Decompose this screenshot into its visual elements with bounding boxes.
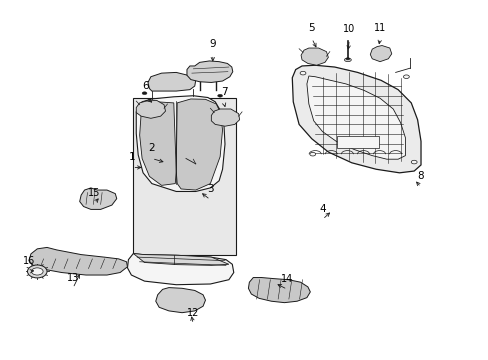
Polygon shape bbox=[369, 45, 391, 62]
Ellipse shape bbox=[344, 58, 350, 62]
Text: 16: 16 bbox=[23, 256, 35, 266]
Text: 4: 4 bbox=[319, 204, 325, 214]
Text: 10: 10 bbox=[343, 24, 355, 34]
Ellipse shape bbox=[300, 71, 305, 75]
Text: 9: 9 bbox=[209, 39, 216, 49]
Text: 11: 11 bbox=[373, 23, 386, 33]
Ellipse shape bbox=[403, 75, 408, 78]
Ellipse shape bbox=[31, 268, 43, 275]
Text: 8: 8 bbox=[417, 171, 424, 181]
Polygon shape bbox=[127, 253, 233, 285]
Polygon shape bbox=[29, 247, 127, 275]
Text: 15: 15 bbox=[88, 188, 101, 198]
Ellipse shape bbox=[142, 92, 147, 95]
Text: 13: 13 bbox=[66, 273, 79, 283]
Polygon shape bbox=[306, 76, 405, 159]
Ellipse shape bbox=[345, 58, 349, 60]
Text: 6: 6 bbox=[142, 81, 149, 91]
Polygon shape bbox=[176, 99, 222, 190]
Polygon shape bbox=[133, 253, 228, 265]
Ellipse shape bbox=[309, 152, 315, 156]
Polygon shape bbox=[136, 96, 224, 192]
Text: 14: 14 bbox=[281, 274, 293, 284]
Polygon shape bbox=[136, 100, 165, 118]
Ellipse shape bbox=[410, 160, 416, 164]
Text: 3: 3 bbox=[206, 184, 213, 194]
Ellipse shape bbox=[27, 265, 47, 278]
Bar bbox=[336, 136, 378, 148]
Ellipse shape bbox=[217, 94, 222, 97]
Polygon shape bbox=[301, 48, 328, 65]
Polygon shape bbox=[80, 188, 117, 210]
Polygon shape bbox=[148, 72, 195, 91]
Polygon shape bbox=[292, 65, 420, 173]
Text: 5: 5 bbox=[308, 23, 314, 33]
Polygon shape bbox=[140, 101, 176, 185]
Polygon shape bbox=[186, 61, 232, 82]
Polygon shape bbox=[156, 288, 205, 313]
Text: 2: 2 bbox=[148, 143, 155, 153]
Bar bbox=[133, 98, 235, 255]
Text: 7: 7 bbox=[220, 87, 227, 97]
Text: 1: 1 bbox=[129, 152, 135, 162]
Text: 12: 12 bbox=[187, 309, 199, 319]
Polygon shape bbox=[248, 278, 310, 303]
Polygon shape bbox=[211, 109, 239, 126]
